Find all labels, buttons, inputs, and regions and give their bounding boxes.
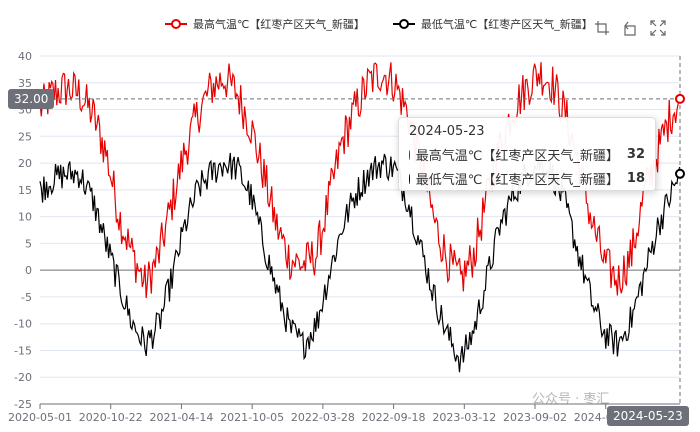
watermark: 公众号 · 枣汇 [532,392,610,407]
fullscreen-icon[interactable] [650,20,666,36]
tooltip-value-max: 32 [626,147,645,162]
tooltip-name-max: 最高气温℃【红枣产区天气_新疆】 [415,149,619,164]
x-tick-label: 2023-03-12 [432,411,496,424]
y-tick-label: -25 [14,398,32,411]
legend-label-max-temp: 最高气温℃【红枣产区天气_新疆】 [193,18,365,31]
zoom-icon[interactable] [594,20,610,36]
x-tick-label: 2022-03-28 [291,411,355,424]
legend-marker-min-temp [392,19,415,29]
y-tick-label: -10 [14,318,32,331]
restore-icon[interactable] [622,20,638,36]
tooltip-date: 2024-05-23 [409,124,485,139]
toolbox [594,20,666,36]
legend-item-max-temp[interactable]: 最高气温℃【红枣产区天气_新疆】 [165,16,365,32]
x-tick-label: 2021-10-05 [220,411,284,424]
y-tick-label: 15 [18,184,32,197]
tooltip-name-min: 最低气温℃【红枣产区天气_新疆】 [415,173,619,188]
y-axis-pointer-label: 32.00 [8,89,55,109]
y-tick-label: -5 [21,291,32,304]
y-tick-label: 25 [18,130,32,143]
x-tick-label: 2022-09-18 [362,411,426,424]
tooltip-row-min: 最低气温℃【红枣产区天气_新疆】 18 [409,169,645,188]
y-tick-label: 40 [18,50,32,63]
y-tick-label: 20 [18,157,32,170]
x-tick-label: 2020-05-01 [8,411,72,424]
legend-marker-max-temp [165,19,187,29]
x-tick-label: 2021-04-14 [149,411,213,424]
tooltip: 2024-05-23 最高气温℃【红枣产区天气_新疆】 32 最低气温℃【红枣产… [398,117,656,191]
tooltip-value-min: 18 [626,171,645,186]
y-tick-label: 0 [25,264,32,277]
tooltip-row-max: 最高气温℃【红枣产区天气_新疆】 32 [409,145,645,164]
y-tick-label: 10 [18,211,32,224]
legend: 最高气温℃【红枣产区天气_新疆】 最低气温℃【红枣产区天气_新疆】 [165,16,593,32]
legend-item-min-temp[interactable]: 最低气温℃【红枣产区天气_新疆】 [392,16,593,32]
y-tick-label: -15 [14,344,32,357]
y-tick-label: 35 [18,77,32,90]
tooltip-dot-min [409,173,410,184]
highlight-point-min [675,168,685,179]
tooltip-dot-max [409,149,410,160]
highlight-point-max [675,93,685,104]
legend-label-min-temp: 最低气温℃【红枣产区天气_新疆】 [420,18,593,31]
x-tick-label: 2023-09-02 [503,411,567,424]
series-line-min [39,152,681,373]
y-tick-label: 5 [25,237,32,250]
x-tick-label: 2020-10-22 [79,411,143,424]
x-axis-pointer-label: 2024-05-23 [607,406,689,426]
y-tick-label: -20 [14,371,32,384]
